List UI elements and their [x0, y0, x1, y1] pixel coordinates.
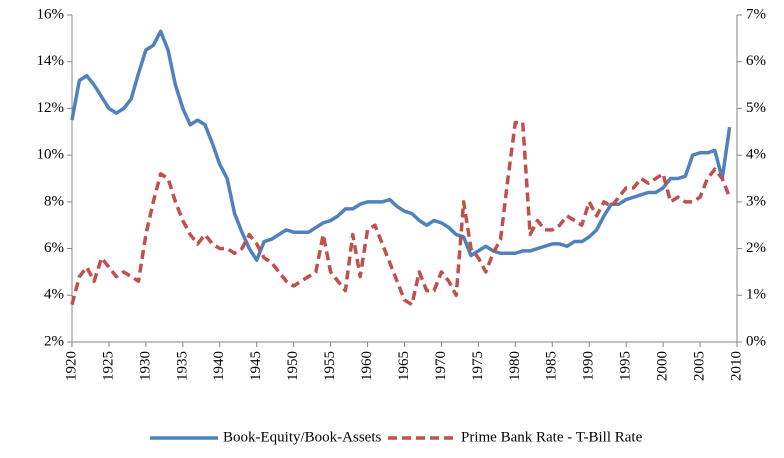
y2-tick-label: 7%	[746, 6, 766, 22]
y-tick-label: 16%	[37, 6, 65, 22]
y2-tick-label: 5%	[746, 100, 766, 116]
x-tick-label: 1985	[544, 351, 560, 381]
x-tick-label: 1940	[211, 351, 227, 381]
x-tick-label: 1950	[285, 351, 301, 381]
y-tick-label: 10%	[37, 147, 65, 163]
y2-tick-label: 6%	[746, 53, 766, 69]
series-line	[70, 29, 732, 262]
legend-label: Prime Bank Rate - T-Bill Rate	[461, 429, 643, 445]
x-tick-label: 1930	[137, 351, 153, 381]
x-tick-label: 1980	[507, 351, 523, 381]
x-tick-label: 1960	[359, 351, 375, 381]
x-tick-label: 1955	[322, 351, 338, 381]
y2-tick-label: 0%	[746, 333, 766, 349]
y2-tick-label: 1%	[746, 287, 766, 303]
x-tick-label: 1995	[618, 351, 634, 381]
y-tick-label: 6%	[44, 240, 64, 256]
y-tick-label: 4%	[44, 287, 64, 303]
y-tick-label: 12%	[37, 100, 65, 116]
x-tick-label: 2005	[691, 351, 707, 381]
y-tick-label: 14%	[37, 53, 65, 69]
x-tick-label: 1920	[63, 351, 79, 381]
y-tick-label: 2%	[44, 333, 64, 349]
x-tick-label: 1975	[470, 351, 486, 381]
x-tick-label: 2000	[655, 351, 671, 381]
x-tick-label: 1925	[100, 351, 116, 381]
legend-label: Book-Equity/Book-Assets	[223, 429, 381, 445]
x-tick-label: 2010	[728, 351, 744, 381]
y2-tick-label: 4%	[746, 147, 766, 163]
x-tick-label: 1935	[174, 351, 190, 381]
x-tick-label: 1970	[433, 351, 449, 381]
x-tick-label: 1990	[581, 351, 597, 381]
y2-tick-label: 3%	[746, 193, 766, 209]
x-tick-label: 1945	[248, 351, 264, 381]
series-line	[70, 120, 732, 307]
x-tick-label: 1965	[396, 351, 412, 381]
y2-tick-label: 2%	[746, 240, 766, 256]
y-tick-label: 8%	[44, 193, 64, 209]
